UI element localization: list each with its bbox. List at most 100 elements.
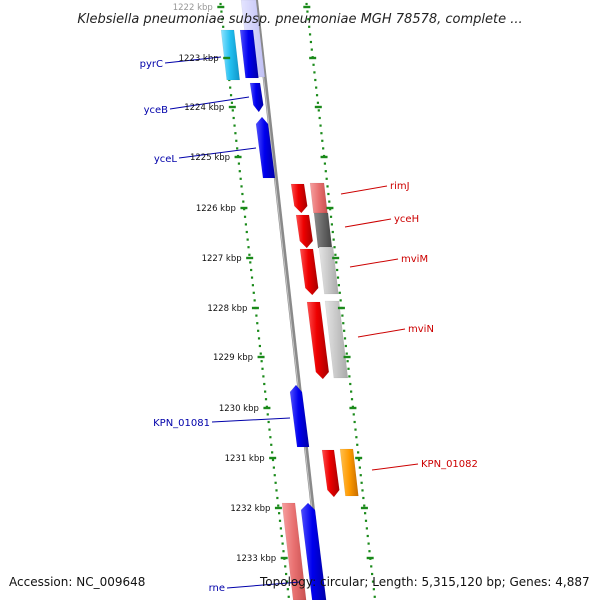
gene-label-rimJ[interactable]: rimJ (390, 181, 410, 192)
track-dot (276, 496, 279, 500)
gene-arrow-mviN-shade[interactable] (324, 300, 349, 379)
gene-label-mviN[interactable]: mviN (408, 324, 434, 335)
track-dot (229, 94, 233, 97)
track-dot (242, 200, 245, 203)
track-dot (309, 40, 313, 44)
track-dot (337, 284, 340, 287)
track-dot (361, 489, 364, 492)
track-dot (323, 162, 327, 165)
track-dot (343, 329, 346, 332)
gene-arrow-yceH[interactable] (295, 214, 314, 249)
track-dot (232, 116, 235, 120)
track-dot (221, 18, 224, 21)
gene-arrow-KPN_01081[interactable] (289, 384, 310, 448)
track-dot (360, 481, 363, 484)
gene-arrow-mviM[interactable] (299, 248, 319, 296)
track-dot (305, 2, 308, 6)
track-dot (364, 519, 368, 522)
track-dot (366, 534, 369, 538)
gene-label-KPN_01081[interactable]: KPN_01081 (153, 418, 210, 429)
track-dot (272, 466, 275, 469)
track-dot (362, 496, 365, 500)
gene-arrow-rne-shade[interactable] (281, 502, 307, 600)
track-dot (250, 268, 253, 272)
track-dot (331, 230, 334, 234)
track-dot (338, 291, 341, 294)
tick-labels-layer: 1222 kbp 1223 kbp 1224 kbp 1225 kbp 1226 kbp… (160, 0, 374, 564)
track-dot (343, 337, 347, 340)
tick-mark (223, 56, 231, 60)
gene-arrow-rimJ-shade[interactable] (309, 182, 328, 214)
track-dot (357, 458, 361, 462)
track-dot (249, 261, 252, 264)
gene-arrow-mviN[interactable] (306, 301, 330, 380)
tick-mark (263, 406, 271, 410)
track-dot (270, 443, 273, 446)
track-dot (365, 527, 368, 530)
track-dot (310, 48, 313, 51)
gene-label-rne[interactable]: rne (209, 583, 225, 594)
gene-leader-line (169, 96, 250, 110)
accession-text: Accession: NC_009648 (9, 575, 145, 589)
gene-arrow-KPN_01082[interactable] (321, 449, 340, 498)
track-dot (333, 246, 336, 249)
track-dot (275, 489, 278, 492)
track-dot (314, 78, 317, 82)
track-dot (241, 192, 244, 196)
gene-leader-line (340, 185, 388, 195)
tick-label: 1225 kbp (190, 153, 230, 163)
track-dot (248, 253, 251, 256)
track-dot (341, 314, 344, 317)
gene-leader-line (211, 417, 291, 423)
tick-mark (269, 456, 277, 460)
tick-mark (314, 105, 322, 109)
gene-arrow-KPN_01082-shade[interactable] (339, 448, 359, 497)
track-dot (327, 192, 330, 196)
gene-arrow-pyrC[interactable] (220, 29, 241, 81)
track-dot (350, 398, 354, 401)
gene-label-pyrC[interactable]: pyrC (140, 59, 163, 70)
track-dot (320, 132, 323, 135)
tick-mark (251, 306, 259, 310)
gene-label-mviM[interactable]: mviM (401, 254, 428, 265)
track-dot (287, 595, 290, 598)
track-dot (357, 451, 360, 454)
track-dot (321, 139, 324, 142)
tick-mark (366, 556, 374, 560)
track-dot (266, 413, 269, 416)
gene-arrow-yceB[interactable] (249, 82, 264, 113)
track-dot (231, 109, 234, 112)
track-dot (346, 360, 349, 363)
gene-arrow-yceH-shade[interactable] (313, 212, 333, 249)
tick-label: 1229 kbp (213, 353, 253, 363)
tick-mark (349, 406, 357, 410)
gene-leader-line (344, 218, 392, 228)
gene-label-KPN_01082[interactable]: KPN_01082 (421, 459, 478, 470)
gene-arrow-yceL[interactable] (255, 116, 276, 179)
track-dot (317, 109, 320, 112)
track-dot (350, 390, 353, 393)
tick-mark (257, 355, 265, 359)
tick-mark (234, 155, 242, 159)
track-dot (355, 436, 358, 439)
tick-mark (332, 256, 340, 260)
track-dot (359, 474, 362, 477)
gene-arrow-rimJ[interactable] (290, 183, 308, 214)
genes-layer (220, 0, 359, 600)
tick-mark (246, 256, 254, 260)
gene-label-yceH[interactable]: yceH (394, 214, 419, 225)
track-dot (329, 215, 333, 218)
track-dot (328, 200, 331, 203)
gene-label-yceB[interactable]: yceB (144, 105, 169, 116)
track-dot (285, 580, 289, 583)
tick-mark (228, 105, 236, 109)
track-dot (315, 86, 318, 89)
gene-arrow-rne[interactable] (300, 502, 327, 600)
track-dot (342, 322, 345, 325)
gene-arrow-pyrC-forward[interactable] (239, 29, 259, 79)
topology-text: Topology: circular; Length: 5,315,120 bp… (259, 575, 590, 589)
gene-label-yceL[interactable]: yceL (154, 154, 178, 165)
track-dot (268, 428, 271, 431)
